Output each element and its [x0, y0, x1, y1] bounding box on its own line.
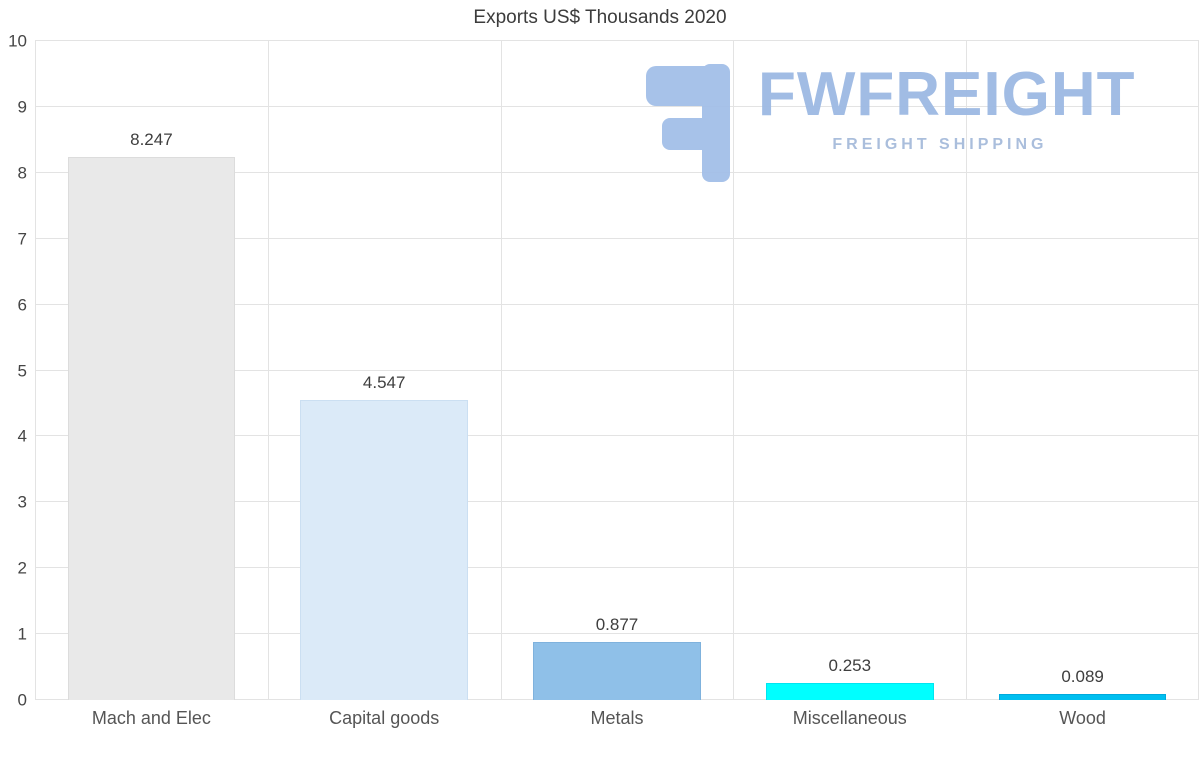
gridline-horizontal [35, 40, 1199, 41]
bar-capital-goods [300, 400, 468, 700]
bar-value-label: 0.089 [1061, 667, 1104, 687]
bar-value-label: 0.253 [828, 656, 872, 676]
y-tick-label: 10 [8, 31, 27, 51]
gridline-horizontal [35, 303, 1199, 305]
x-axis: Mach and Elec Capital goods Metals Miscella… [35, 708, 1199, 729]
bar-miscellaneous [765, 683, 934, 700]
y-tick-label: 6 [17, 295, 27, 315]
bar-value-label: 4.547 [362, 373, 406, 393]
bar-column: 0.089 [966, 41, 1199, 700]
x-axis-label-capital-goods: Capital goods [329, 708, 440, 728]
y-tick-label: 1 [17, 624, 27, 644]
gridline-vertical [500, 41, 502, 700]
bar-column: 0.877 [501, 41, 734, 700]
gridline-horizontal [35, 171, 1199, 173]
bar-value-label: 8.247 [130, 129, 173, 149]
brand-text: FWFREIGHT [758, 60, 1136, 129]
gridline-horizontal [35, 105, 1199, 107]
x-axis-label-mach-and-elec: Mach and Elec [91, 708, 211, 728]
gridline-vertical [1198, 41, 1199, 700]
x-axis-label-metals: Metals [590, 708, 644, 728]
x-axis-label-wood: Wood [1059, 708, 1106, 728]
watermark-text: FWFREIGHT FREIGHT SHIPPING [758, 64, 1136, 154]
y-tick-label: 2 [17, 558, 27, 578]
tagline-text: FREIGHT SHIPPING [832, 136, 1048, 153]
y-tick-label: 8 [17, 163, 27, 183]
gridline-vertical [267, 41, 269, 700]
x-axis-label-miscellaneous: Miscellaneous [792, 708, 907, 728]
y-tick-label: 7 [17, 229, 27, 249]
gridline-vertical [966, 41, 968, 700]
bar-value-label: 0.877 [595, 615, 639, 635]
watermark: FWFREIGHT FREIGHT SHIPPING [646, 64, 1136, 182]
gridline-horizontal [35, 501, 1199, 503]
plot-area: 8.247 4.547 0.877 0.253 0.089 [35, 40, 1199, 700]
bar-mach-and-elec [67, 156, 236, 700]
gridline-horizontal [35, 237, 1199, 239]
fwfreight-logo-icon [646, 64, 742, 182]
y-tick-label: 5 [17, 361, 27, 380]
y-tick-label: 3 [17, 492, 27, 512]
gridline-horizontal [35, 567, 1199, 569]
gridline-horizontal [35, 435, 1199, 437]
gridline-vertical [35, 41, 36, 700]
y-tick-label: 4 [17, 426, 27, 446]
y-tick-label: 9 [17, 97, 27, 117]
gridline-horizontal [35, 369, 1199, 371]
bar-column: 8.247 [35, 41, 268, 700]
bar-column: 0.253 [733, 41, 966, 700]
gridline-vertical [733, 41, 735, 700]
bar-column: 4.547 [268, 41, 501, 700]
y-tick-label: 0 [17, 690, 27, 710]
y-axis: 0 1 2 3 4 5 6 7 8 9 10 [0, 33, 30, 709]
chart-title: Exports US$ Thousands 2020 [473, 7, 727, 28]
gridline-horizontal [35, 633, 1199, 635]
bar-metals [533, 642, 701, 700]
bar-wood [998, 694, 1167, 700]
